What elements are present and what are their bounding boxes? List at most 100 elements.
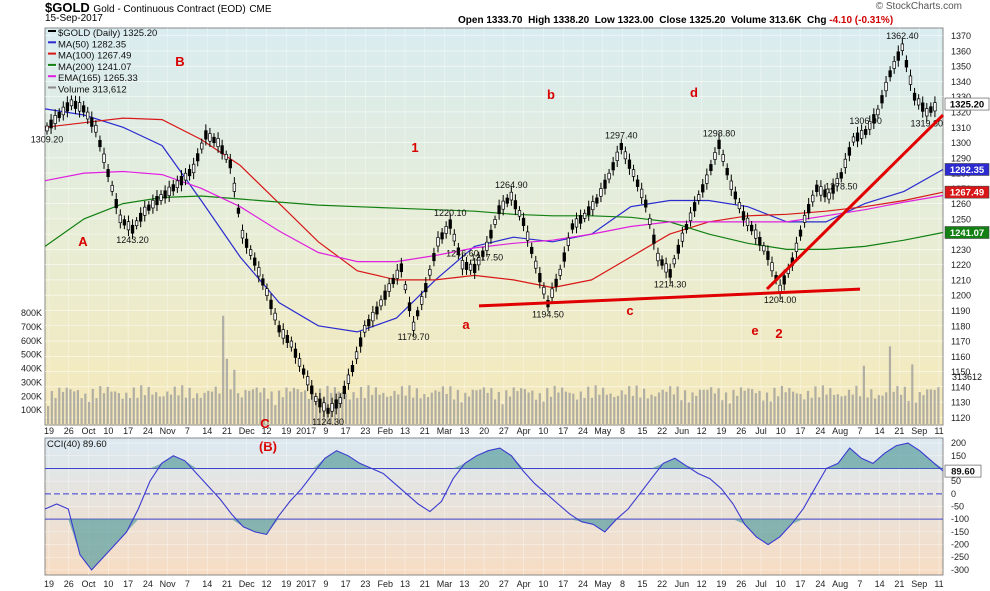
volume-bar bbox=[564, 391, 567, 424]
volume-bar bbox=[460, 402, 463, 424]
price-candle bbox=[338, 397, 342, 404]
price-candle bbox=[591, 201, 595, 211]
price-candle bbox=[794, 242, 799, 252]
x-tick-label: 24 bbox=[815, 426, 825, 436]
price-tick-label: 1120 bbox=[951, 413, 970, 423]
x-tick-label: 10 bbox=[776, 579, 786, 589]
price-candle bbox=[607, 172, 611, 180]
price-candle bbox=[460, 260, 465, 270]
cci-line bbox=[44, 442, 944, 571]
volume-bar bbox=[687, 402, 690, 424]
volume-bar bbox=[173, 386, 176, 424]
volume-bar bbox=[412, 397, 415, 424]
volume-bar bbox=[426, 397, 430, 424]
price-candle bbox=[611, 162, 615, 171]
legend-entry: EMA(165) 1265.33 bbox=[58, 73, 138, 84]
x-tick-label: 10 bbox=[538, 579, 548, 589]
price-candle bbox=[155, 195, 159, 206]
volume-bar bbox=[840, 396, 843, 424]
price-candle bbox=[45, 125, 49, 132]
price-candle bbox=[420, 296, 424, 305]
volume-bar bbox=[739, 387, 743, 424]
x-tick-label: 2017 bbox=[296, 426, 316, 436]
price-candle bbox=[346, 374, 351, 384]
price-candle bbox=[110, 185, 114, 192]
price-label: 1297.40 bbox=[605, 130, 638, 140]
volume-bar bbox=[132, 387, 135, 424]
x-tick-label: Sep bbox=[911, 579, 927, 589]
volume-bar bbox=[356, 397, 359, 424]
uptrend-trendline bbox=[765, 113, 945, 291]
chart-ticker: $GOLD Gold - Continuous Contract (EOD) C… bbox=[45, 0, 272, 15]
price-candle bbox=[859, 130, 864, 139]
price-candle bbox=[521, 217, 526, 226]
price-candle bbox=[847, 147, 852, 156]
wave-label: B bbox=[175, 54, 184, 69]
price-candle bbox=[664, 263, 668, 273]
x-tick-label: Dec bbox=[239, 426, 256, 436]
cci-tick-label: 0 bbox=[951, 489, 956, 499]
volume-bar bbox=[657, 392, 661, 424]
x-tick-label: 13 bbox=[459, 426, 469, 436]
volume-bar bbox=[345, 393, 348, 424]
volume-bar bbox=[121, 398, 124, 424]
price-tick-label: 1330 bbox=[951, 92, 971, 102]
volume-bar bbox=[50, 391, 53, 424]
x-tick-label: 26 bbox=[64, 579, 74, 589]
price-candle bbox=[448, 219, 452, 229]
cci-tick-label: -250 bbox=[951, 552, 969, 562]
volume-bar bbox=[229, 389, 232, 424]
price-candle bbox=[802, 214, 807, 223]
price-candle bbox=[493, 219, 497, 225]
volume-bar bbox=[87, 401, 91, 424]
price-tick-label: 1310 bbox=[951, 123, 971, 133]
volume-bar bbox=[479, 389, 482, 424]
volume-bar bbox=[792, 391, 795, 424]
cci-title: CCI(40) 89.60 bbox=[47, 439, 107, 450]
price-candle bbox=[265, 288, 269, 296]
volume-bar bbox=[780, 385, 784, 424]
price-tick-label: 1220 bbox=[951, 260, 971, 270]
price-candle bbox=[232, 182, 237, 192]
volume-bar bbox=[743, 390, 746, 424]
volume-bar bbox=[676, 386, 679, 424]
volume-bar bbox=[61, 391, 65, 424]
volume-bar bbox=[453, 399, 456, 424]
volume-bar bbox=[240, 397, 243, 424]
volume-bar bbox=[143, 395, 147, 424]
x-tick-label: 26 bbox=[736, 426, 746, 436]
ma-line-ma200 bbox=[44, 195, 944, 250]
price-candle bbox=[212, 136, 216, 144]
legend-swatch bbox=[48, 30, 56, 32]
price-candle bbox=[754, 229, 758, 239]
volume-bar bbox=[125, 392, 128, 424]
volume-bar bbox=[337, 391, 340, 424]
price-candle bbox=[766, 251, 770, 260]
price-candle bbox=[900, 43, 904, 51]
value-badge-text: 1241.07 bbox=[950, 228, 984, 239]
price-candle bbox=[558, 268, 562, 276]
volume-bar bbox=[810, 397, 813, 424]
price-candle bbox=[183, 172, 188, 181]
volume-bar bbox=[773, 387, 776, 424]
volume-tick-label: 500K bbox=[21, 350, 42, 360]
price-candle bbox=[228, 159, 232, 169]
price-candle bbox=[798, 229, 803, 237]
price-candle bbox=[717, 139, 721, 149]
price-candle bbox=[310, 385, 314, 395]
price-candle bbox=[525, 231, 530, 241]
volume-bar bbox=[620, 390, 623, 424]
volume-bar bbox=[456, 389, 459, 424]
volume-bar bbox=[467, 396, 471, 424]
volume-bar bbox=[911, 364, 914, 424]
cci-tick-label: 150 bbox=[951, 451, 966, 461]
price-candle bbox=[69, 99, 74, 107]
price-candle bbox=[196, 153, 200, 162]
cci-tick-label: -100 bbox=[951, 514, 969, 524]
volume-last-label: 313612 bbox=[952, 372, 982, 382]
price-candle bbox=[86, 111, 90, 120]
volume-bar bbox=[818, 397, 821, 424]
volume-bar bbox=[602, 387, 605, 424]
cci-overbought-fill bbox=[45, 443, 943, 469]
